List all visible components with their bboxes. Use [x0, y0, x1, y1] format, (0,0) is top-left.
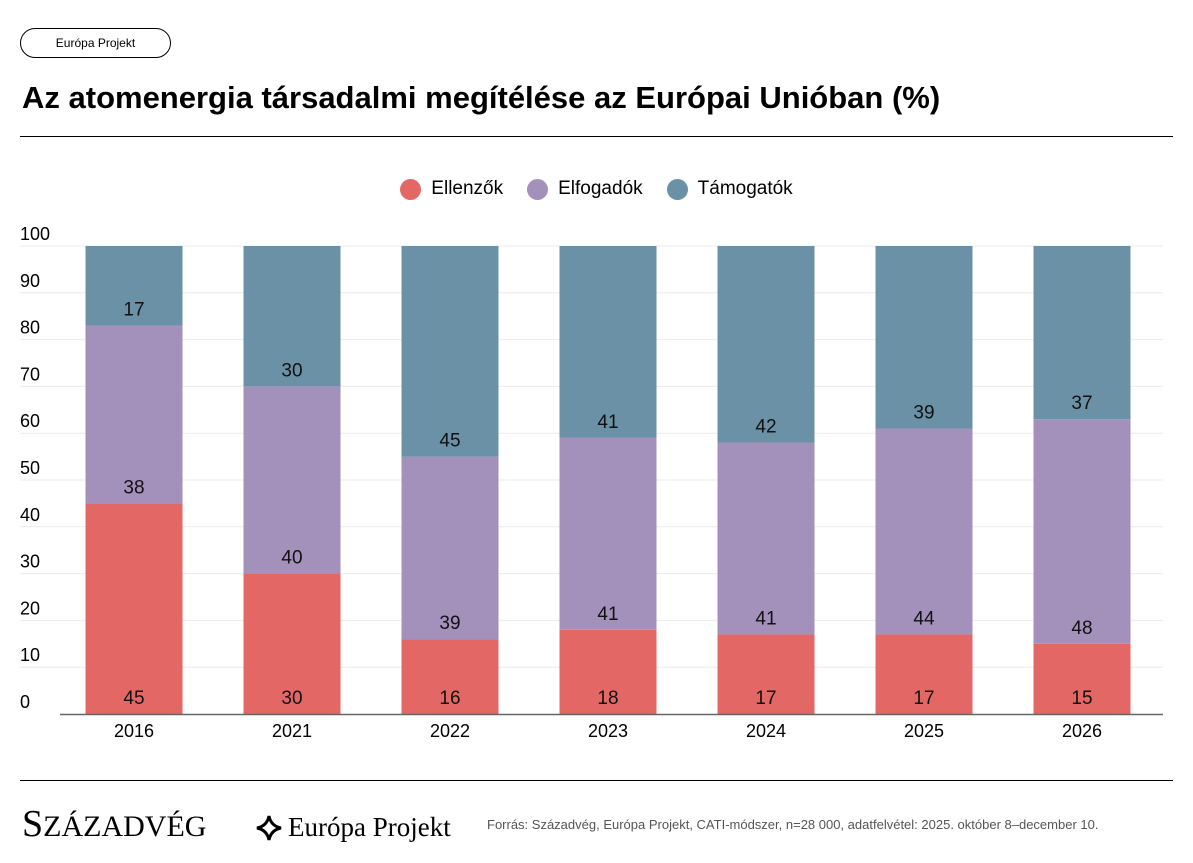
chart-title: Az atomenergia társadalmi megítélése az …: [22, 80, 941, 115]
data-label: 38: [123, 477, 144, 498]
bar-segment: [401, 456, 499, 640]
data-label: 41: [597, 604, 618, 625]
y-tick-label: 80: [20, 318, 40, 338]
data-label: 17: [755, 688, 776, 709]
szazadveg-logo: SZÁZADVÉG: [22, 803, 207, 845]
x-tick-label: 2024: [746, 721, 786, 741]
y-tick-label: 90: [20, 271, 40, 291]
bar-segment: [717, 442, 815, 635]
data-label: 39: [439, 613, 460, 634]
legend-label: Ellenzők: [431, 178, 504, 199]
bar-segment: [875, 246, 973, 429]
legend-swatch: [527, 178, 549, 200]
y-tick-label: 0: [20, 692, 30, 712]
bar-segment: [401, 246, 499, 457]
data-label: 30: [281, 360, 302, 381]
bar-segment: [1033, 643, 1131, 714]
legend-swatch: [666, 178, 688, 200]
bar-segment: [401, 639, 499, 714]
europa-projekt-logo: Európa Projekt: [256, 812, 451, 843]
data-label: 37: [1071, 393, 1092, 414]
bar-segment: [1033, 419, 1131, 644]
bar-segment: [559, 246, 657, 438]
bar-segment: [243, 386, 341, 574]
data-label: 48: [1071, 618, 1092, 639]
x-tick-label: 2022: [430, 721, 470, 741]
y-tick-label: 30: [20, 552, 40, 572]
y-tick-label: 100: [20, 224, 50, 244]
tag-pill: Európa Projekt: [20, 28, 171, 58]
bar-segment: [717, 634, 815, 714]
data-label: 42: [755, 417, 776, 438]
legend-item: Támogatók: [666, 178, 793, 200]
x-tick-label: 2026: [1062, 721, 1102, 741]
source-note: Forrás: Századvég, Európa Projekt, CATI-…: [487, 817, 1099, 832]
bar-segment: [85, 503, 183, 714]
data-label: 45: [439, 431, 460, 452]
bar-segment: [559, 629, 657, 714]
legend-label: Támogatók: [697, 178, 793, 199]
legend-label: Elfogadók: [558, 178, 643, 199]
y-tick-label: 10: [20, 645, 40, 665]
y-tick-label: 50: [20, 458, 40, 478]
bar-segment: [875, 428, 973, 635]
x-tick-label: 2025: [904, 721, 944, 741]
data-label: 15: [1071, 688, 1092, 709]
data-label: 41: [755, 608, 776, 629]
bar-segment: [1033, 246, 1131, 420]
legend-item: Elfogadók: [527, 178, 643, 200]
data-label: 44: [913, 608, 935, 629]
bar-segment: [85, 325, 183, 504]
star-icon: [256, 815, 282, 840]
data-label: 40: [281, 548, 302, 569]
data-label: 41: [597, 412, 618, 433]
data-label: 45: [123, 688, 144, 709]
y-tick-label: 20: [20, 598, 40, 618]
divider: [20, 780, 1173, 781]
x-tick-label: 2023: [588, 721, 628, 741]
y-tick-label: 40: [20, 505, 40, 525]
y-tick-label: 70: [20, 364, 40, 384]
legend-swatch: [400, 178, 422, 200]
bar-segment: [243, 573, 341, 714]
legend-item: Ellenzők: [400, 178, 503, 200]
stacked-bar-chart: 0 10 20 30 40 50 60 70 80 90 100 45 38 17 2016 30 40 30 20…: [20, 224, 1163, 741]
data-label: 18: [597, 688, 618, 709]
bar-segment: [559, 437, 657, 630]
data-label: 17: [913, 688, 934, 709]
x-tick-label: 2021: [272, 721, 312, 741]
data-label: 16: [439, 688, 460, 709]
bar-segment: [717, 246, 815, 443]
divider: [20, 136, 1173, 137]
x-tick-label: 2016: [114, 721, 154, 741]
data-label: 17: [123, 300, 144, 321]
legend: Ellenzők Elfogadók Támogatók: [0, 178, 1193, 200]
data-label: 39: [913, 403, 934, 424]
bar-segment: [875, 634, 973, 714]
bar-segment: [85, 246, 183, 326]
data-label: 30: [281, 688, 302, 709]
y-tick-label: 60: [20, 411, 40, 431]
bar-segment: [243, 246, 341, 387]
